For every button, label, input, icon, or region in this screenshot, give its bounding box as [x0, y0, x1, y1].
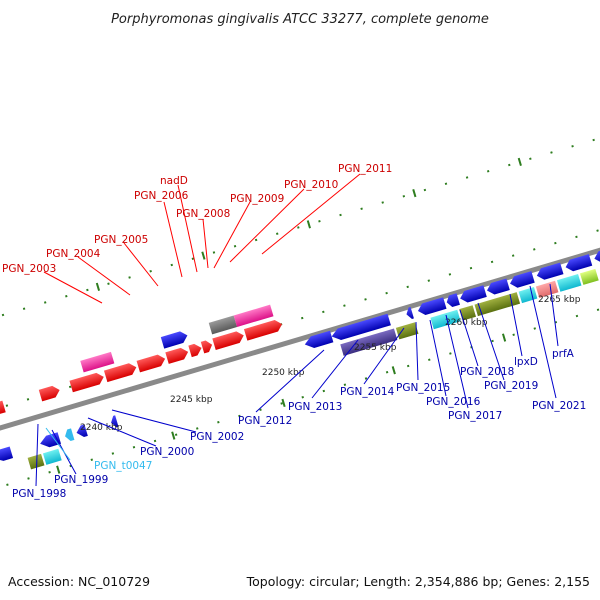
upper-dotted-scale	[0, 118, 600, 348]
tick-label: 2245 kbp	[170, 395, 213, 405]
tick-label: 2240 kbp	[80, 423, 123, 433]
gene-label-pgn-2000[interactable]: PGN_2000	[140, 446, 194, 458]
gene-label-pgn-2006[interactable]: PGN_2006	[134, 190, 189, 202]
gene-label-pgn-2016[interactable]: PGN_2016	[426, 396, 481, 408]
forward-gene-labels: PGN_2003 PGN_2004 PGN_2005 PGN_2006 nadD…	[2, 163, 392, 275]
gene-arrow[interactable]	[535, 262, 564, 282]
gene-arrow[interactable]	[188, 342, 203, 358]
gene-label-pgn-1999[interactable]: PGN_1999	[54, 474, 108, 486]
trna-arrow[interactable]	[63, 428, 75, 442]
gene-label-prfa[interactable]: prfA	[552, 348, 575, 360]
gene-arrow[interactable]	[330, 313, 391, 343]
gene-arrow[interactable]	[160, 330, 189, 349]
forward-genes	[0, 304, 284, 417]
gene-arrow[interactable]	[165, 346, 190, 364]
gene-label-pgn-2018[interactable]: PGN_2018	[460, 366, 514, 378]
gene-label-pgn-t0047[interactable]: PGN_t0047	[94, 460, 152, 472]
gene-box[interactable]	[27, 453, 45, 470]
gene-box[interactable]	[80, 351, 115, 373]
gene-arrow[interactable]	[109, 415, 119, 428]
genome-band	[0, 118, 600, 505]
gene-arrow[interactable]	[564, 254, 593, 273]
gene-box[interactable]	[474, 292, 521, 317]
gene-box[interactable]	[233, 304, 274, 327]
gene-box[interactable]	[395, 322, 419, 340]
gene-arrow[interactable]	[69, 371, 105, 393]
gene-box[interactable]	[42, 448, 62, 465]
gene-arrow[interactable]	[0, 400, 6, 417]
gene-box[interactable]	[518, 287, 538, 304]
gene-arrow[interactable]	[103, 361, 138, 383]
gene-label-pgn-2010[interactable]: PGN_2010	[284, 179, 338, 191]
gene-arrow[interactable]	[445, 293, 460, 308]
middle-dotted-scale	[0, 202, 600, 432]
gene-arrow[interactable]	[405, 306, 414, 320]
genome-summary-text: Topology: circular; Length: 2,354,886 bp…	[246, 574, 590, 589]
gene-arrow[interactable]	[458, 285, 487, 304]
gene-arrow[interactable]	[136, 353, 167, 373]
reverse-genes	[0, 245, 600, 470]
gene-label-pgn-2005[interactable]: PGN_2005	[94, 234, 148, 246]
accession-text: Accession: NC_010729	[8, 574, 150, 589]
gene-label-pgn-1998[interactable]: PGN_1998	[12, 488, 66, 500]
gene-label-pgn-2015[interactable]: PGN_2015	[396, 382, 450, 394]
gene-label-pgn-2003[interactable]: PGN_2003	[2, 263, 56, 275]
gene-label-pgn-2013[interactable]: PGN_2013	[288, 401, 342, 413]
major-ticks	[56, 157, 522, 474]
gene-arrow[interactable]	[0, 446, 14, 463]
forward-leader-lines	[43, 173, 361, 304]
gene-label-pgn-2002[interactable]: PGN_2002	[190, 431, 244, 443]
gene-box[interactable]	[556, 273, 582, 292]
gene-label-pgn-2008[interactable]: PGN_2008	[176, 208, 230, 220]
gene-box[interactable]	[535, 280, 559, 298]
tick-label: 2265 kbp	[538, 295, 581, 305]
tick-label: 2250 kbp	[262, 368, 305, 378]
gene-box[interactable]	[208, 315, 238, 335]
gene-arrow[interactable]	[75, 424, 88, 438]
gene-arrow[interactable]	[212, 330, 245, 350]
reverse-leader-lines	[35, 283, 559, 487]
gene-box[interactable]	[340, 328, 398, 356]
tick-label: 2260 kbp	[445, 318, 488, 328]
reverse-gene-labels: PGN_1998 PGN_1999 PGN_t0047 PGN_2000 PGN…	[12, 348, 586, 500]
gene-label-pgn-2014[interactable]: PGN_2014	[340, 386, 395, 398]
tick-label: 2255 kbp	[354, 343, 397, 353]
genome-backbone	[0, 214, 600, 452]
gene-label-pgn-2011[interactable]: PGN_2011	[338, 163, 392, 175]
map-title: Porphyromonas gingivalis ATCC 33277, com…	[111, 12, 489, 27]
gene-label-pgn-2004[interactable]: PGN_2004	[46, 248, 101, 260]
gene-label-pgn-2019[interactable]: PGN_2019	[484, 380, 538, 392]
gene-arrow[interactable]	[38, 384, 62, 402]
trna-leader-line	[45, 427, 71, 461]
gene-arrow[interactable]	[485, 278, 510, 296]
gene-arrow[interactable]	[243, 318, 284, 341]
gene-box[interactable]	[459, 305, 476, 321]
gene-arrow[interactable]	[416, 297, 447, 316]
gene-label-pgn-2021[interactable]: PGN_2021	[532, 400, 586, 412]
gene-arrow[interactable]	[200, 339, 214, 354]
gene-box[interactable]	[579, 268, 599, 285]
gene-label-pgn-2017[interactable]: PGN_2017	[448, 410, 502, 422]
gene-label-nadd[interactable]: nadD	[160, 175, 188, 187]
gene-arrow[interactable]	[508, 271, 535, 289]
gene-label-pgn-2009[interactable]: PGN_2009	[230, 193, 284, 205]
gene-arrow[interactable]	[303, 330, 334, 350]
gene-box[interactable]	[430, 309, 461, 330]
gene-label-pgn-2012[interactable]: PGN_2012	[238, 415, 292, 427]
gene-label-lpxd[interactable]: lpxD	[514, 356, 538, 368]
